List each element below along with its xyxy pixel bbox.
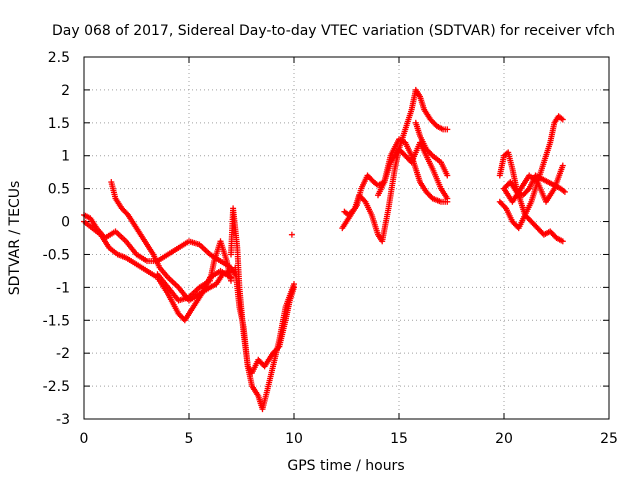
data-point <box>559 162 566 169</box>
data-point <box>350 206 357 213</box>
x-tick-label: 15 <box>390 431 408 447</box>
y-tick-label: -2.5 <box>43 379 70 395</box>
y-tick-label: -1.5 <box>43 313 70 329</box>
data-point <box>501 204 508 211</box>
y-tick-label: 2.5 <box>48 50 70 66</box>
y-tick-label: -2 <box>56 346 70 362</box>
data-point <box>559 238 566 245</box>
data-point <box>361 197 368 204</box>
data-point <box>444 126 451 133</box>
data-point <box>524 186 531 193</box>
data-point <box>559 116 566 123</box>
y-tick-label: 0.5 <box>48 182 70 198</box>
x-tick-label: 10 <box>285 431 303 447</box>
data-point <box>275 344 282 351</box>
x-tick-label: 20 <box>495 431 513 447</box>
data-point <box>444 195 451 202</box>
y-axis-label: SDTVAR / TECUs <box>7 181 23 296</box>
y-tick-label: 0 <box>61 215 70 231</box>
data-point <box>444 172 451 179</box>
y-tick-label: -0.5 <box>43 247 70 263</box>
x-tick-label: 0 <box>80 431 89 447</box>
data-point <box>228 277 234 284</box>
data-point <box>288 231 295 238</box>
y-tick-label: -1 <box>56 280 70 296</box>
y-tick-label: -3 <box>56 412 70 428</box>
x-tick-labels: 0 5 10 15 20 25 <box>80 431 618 447</box>
x-axis-label: GPS time / hours <box>287 458 404 474</box>
y-tick-label: 2 <box>61 83 70 99</box>
data-point <box>561 188 568 195</box>
data-points <box>81 86 568 413</box>
y-tick-label: 1.5 <box>48 116 70 132</box>
data-point <box>291 284 297 291</box>
y-tick-labels: -3 -2.5 -2 -1.5 -1 -0.5 0 0.5 1 1.5 2 2.5 <box>43 50 70 428</box>
x-tick-label: 25 <box>600 431 618 447</box>
y-tick-label: 1 <box>61 149 70 165</box>
grid-lines <box>84 57 609 419</box>
chart-title: Day 068 of 2017, Sidereal Day-to-day VTE… <box>52 23 615 39</box>
x-tick-label: 5 <box>185 431 194 447</box>
plot-frame <box>83 56 610 420</box>
